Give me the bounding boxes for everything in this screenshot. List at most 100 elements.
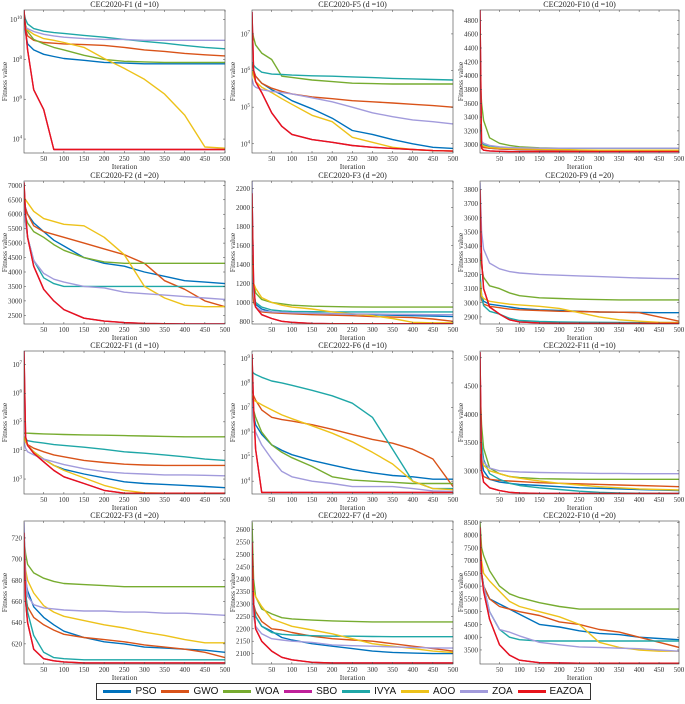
y-tick-label: 6000 [8,211,23,219]
x-tick-label: 400 [407,326,418,334]
log-exponent: 7 [248,404,251,409]
log-exponent: 10 [17,16,23,21]
plot-area [24,181,225,324]
series-line-woa [480,253,679,301]
y-tick-label: 4000 [464,634,479,642]
series-line-gwo [252,390,453,488]
legend-swatch [517,690,546,693]
legend-label: EAZOA [549,686,584,697]
x-tick-label: 300 [594,666,605,674]
x-tick-label: 400 [179,496,190,504]
x-axis-label: Iteration [567,503,593,512]
x-tick-label: 450 [428,326,439,334]
series-line-woa [24,208,225,264]
series-group [252,354,453,494]
x-tick-label: 100 [59,326,70,334]
y-tick-label: 6500 [8,196,23,204]
series-line-gwo [480,288,679,322]
series-line-aoo [480,281,679,324]
y-tick-label: 2400 [236,576,251,584]
subplot-title: CEC2020-F9 (d =20) [545,171,614,180]
series-line-aoo [252,395,453,491]
log-exponent: 6 [248,429,251,434]
x-tick-label: 100 [59,155,70,163]
plot-area [24,351,225,494]
x-tick-label: 100 [287,155,298,163]
x-tick-label: 500 [448,155,459,163]
x-tick-label: 50 [496,155,504,163]
subplot: 50 100 150 200 250 300 350 400 450 500 620 640 660 68… [0,511,231,682]
series-line-woa [252,399,453,485]
y-tick-label: 3000 [464,467,479,475]
x-axis-label: Iteration [340,333,366,342]
x-tick-label: 350 [614,666,625,674]
series-line-zoa [480,182,679,280]
log-base: 10 [13,361,21,369]
y-tick-label: 660 [12,598,23,606]
series-line-aoo [24,196,225,308]
log-base: 10 [13,476,21,484]
x-tick-label: 450 [200,155,211,163]
x-tick-label: 300 [139,326,150,334]
y-tick-label: 106 [241,429,251,437]
x-tick-label: 450 [428,666,439,674]
x-tick-label: 450 [428,496,439,504]
y-tick-label: 4400 [464,44,479,52]
legend-label: SBO [316,686,338,697]
y-tick-label: 3500 [464,646,479,654]
x-tick-label: 50 [268,666,276,674]
log-base: 10 [241,478,249,486]
y-tick-label: 4600 [464,31,479,39]
y-axis-label: Fitness value [456,402,465,442]
x-tick-label: 400 [634,155,645,163]
subplot-title: CEC2022-F1 (d =10) [90,341,159,350]
subplot-title: CEC2020-F5 (d =10) [318,0,387,9]
y-tick-label: 3600 [464,214,479,222]
legend-label: ZOA [492,686,513,697]
log-base: 10 [241,453,249,461]
x-tick-label: 250 [119,326,130,334]
log-base: 10 [13,447,21,455]
series-line-ivya [252,264,453,313]
plot-area [252,521,453,664]
y-tick-label: 2500 [8,312,23,320]
series-line-woa [24,13,225,64]
y-axis-label: Fitness value [0,61,9,101]
y-tick-label: 3500 [464,228,479,236]
x-axis-label: Iteration [340,503,366,512]
series-line-woa [480,522,679,610]
x-tick-label: 200 [554,496,565,504]
x-tick-label: 400 [179,155,190,163]
x-tick-label: 300 [594,496,605,504]
x-tick-label: 450 [200,496,211,504]
x-tick-label: 350 [159,326,170,334]
subplot: 50 100 150 200 250 300 350 400 450 500 3000 3500 400… [456,341,685,512]
x-tick-label: 50 [496,496,504,504]
y-tick-label: 104 [13,447,23,455]
series-line-zoa [24,441,225,477]
x-tick-label: 200 [99,155,110,163]
x-tick-label: 50 [268,326,276,334]
y-tick-label: 1400 [236,261,251,269]
subplot-title: CEC2022-F7 (d =20) [318,511,387,520]
legend-label: GWO [193,686,219,697]
x-tick-label: 250 [119,496,130,504]
x-tick-label: 150 [307,666,318,674]
x-tick-label: 100 [287,666,298,674]
y-tick-label: 2350 [236,588,251,596]
legend-item-pso: PSO [103,686,157,697]
x-axis-label: Iteration [340,673,366,682]
y-tick-label: 3600 [464,100,479,108]
x-tick-label: 250 [574,155,585,163]
log-base: 10 [241,140,249,148]
y-axis-label: Fitness value [228,572,237,612]
subplot-title: CEC2022-F10 (d =20) [543,511,616,520]
x-tick-label: 200 [327,666,338,674]
subplot-title: CEC2020-F2 (d =20) [90,171,159,180]
series-line-zoa [252,181,453,316]
y-tick-label: 3700 [464,200,479,208]
x-tick-label: 400 [179,666,190,674]
x-tick-label: 150 [79,666,90,674]
x-axis-label: Iteration [567,162,593,171]
y-tick-label: 2900 [464,313,479,321]
